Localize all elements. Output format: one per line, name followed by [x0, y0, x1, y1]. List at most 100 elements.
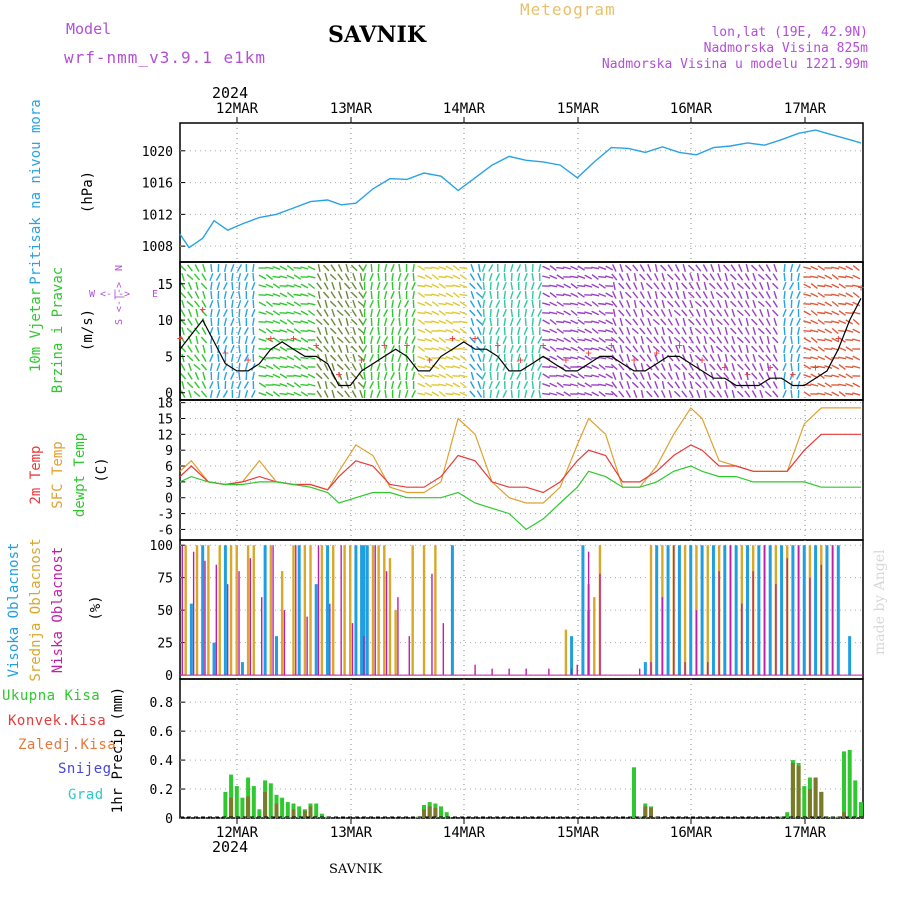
wind-barb-3 — [345, 317, 349, 327]
wind-barb-9 — [715, 318, 723, 326]
wind-barb-6 — [476, 336, 483, 344]
wind-barb-11 — [817, 301, 826, 307]
wind-barb-5 — [424, 391, 433, 397]
wind-barb-10 — [783, 272, 786, 282]
wind-barb-8 — [549, 345, 557, 353]
wind-barb-1 — [251, 344, 255, 354]
wind-barb-9 — [696, 336, 701, 344]
wind-barb-8 — [591, 310, 600, 316]
wind-barb-9 — [631, 354, 639, 362]
wind-barb-6 — [469, 354, 476, 362]
wind-barb-7 — [524, 389, 528, 399]
wind-barb-0 — [202, 290, 206, 300]
wind-barb-2 — [272, 337, 281, 343]
wind-barb-9 — [618, 381, 624, 389]
wind-barb-7 — [503, 263, 506, 273]
wind-barb-7 — [510, 326, 513, 336]
wind-barb-1 — [252, 272, 255, 282]
wind-barb-9 — [681, 336, 688, 344]
wind-barb-2 — [300, 347, 309, 351]
wind-barb-3 — [338, 281, 342, 291]
wind-gust-mark: + — [358, 354, 365, 367]
wind-barb-7 — [489, 362, 492, 372]
wind-barb-4 — [362, 299, 367, 309]
wind-barb-3 — [337, 264, 343, 272]
wind-barb-0 — [200, 336, 208, 344]
wind-barb-8 — [556, 337, 565, 343]
precip-total-bar — [802, 786, 807, 818]
wind-gust-mark: + — [721, 361, 728, 374]
wind-barb-11 — [824, 284, 833, 288]
wind-barb-2 — [286, 291, 295, 299]
wind-barb-4 — [382, 336, 389, 344]
wind-barb-4 — [397, 299, 402, 309]
wind-barb-2 — [307, 383, 316, 387]
wind-barb-4 — [398, 371, 401, 381]
wind-barb-9 — [694, 300, 702, 308]
wind-barb-6 — [476, 309, 483, 317]
wind-barb-3 — [316, 300, 322, 308]
wind-barb-9 — [612, 308, 616, 318]
wind-barb-5 — [417, 301, 426, 307]
wind-barb-4 — [397, 272, 402, 282]
wind-barb-8 — [605, 329, 614, 333]
wind-unit: (m/s) — [80, 309, 96, 351]
wind-barb-3 — [343, 282, 351, 290]
wind-gust-mark: + — [563, 354, 570, 367]
wind-barb-0 — [195, 335, 199, 345]
wind-barb-2 — [286, 265, 295, 271]
wind-barb-4 — [384, 389, 387, 399]
wind-barb-8 — [563, 266, 572, 270]
wind-barb-5 — [452, 291, 460, 299]
wind-barb-4 — [370, 389, 374, 399]
wind-barb-6 — [469, 336, 476, 344]
wind-barb-9 — [646, 327, 652, 335]
wind-barb-5 — [445, 275, 454, 279]
wind-barb-5 — [445, 382, 454, 388]
wind-barb-9 — [757, 381, 765, 389]
wind-barb-9 — [618, 273, 624, 281]
wind-barb-9 — [764, 390, 772, 398]
wind-barb-9 — [681, 309, 688, 317]
compass-north: N — [114, 265, 125, 271]
wind-barb-3 — [344, 363, 351, 371]
wind-barb-3 — [336, 363, 344, 371]
wind-barb-8 — [542, 392, 551, 396]
wind-barb-6 — [469, 363, 476, 371]
wind-barb-1 — [210, 344, 213, 354]
precip-conv-bar — [291, 809, 296, 818]
wind-barb-7 — [538, 380, 541, 390]
wind-barb-6 — [470, 317, 475, 327]
wind-barb-2 — [293, 374, 302, 378]
wind-barb-0 — [181, 353, 185, 363]
wind-barb-1 — [216, 362, 221, 372]
wind-barb-9 — [702, 291, 708, 299]
precip-conv-bar — [229, 797, 234, 818]
wind-barb-2 — [272, 346, 281, 352]
wind-ytick-2: 10 — [157, 314, 173, 329]
top-xlabel-1: 13MAR — [330, 101, 373, 117]
wind-barb-9 — [717, 263, 721, 273]
wind-barb-6 — [469, 327, 476, 335]
wind-barb-8 — [542, 292, 551, 298]
wind-barb-1 — [222, 282, 228, 290]
wind-barb-11 — [831, 337, 840, 343]
wind-barb-6 — [476, 390, 483, 398]
wind-barb-7 — [488, 299, 493, 309]
wind-barb-5 — [431, 266, 440, 270]
wind-barb-5 — [459, 310, 468, 316]
wind-barb-2 — [265, 347, 274, 351]
precip-total-bar — [859, 802, 863, 818]
wind-barb-9 — [695, 372, 702, 380]
wind-barb-5 — [445, 365, 454, 369]
wind-barb-8 — [563, 357, 572, 359]
wind-barb-8 — [605, 392, 614, 396]
precip-total-bar — [842, 751, 846, 818]
wind-barb-4 — [362, 264, 368, 272]
wind-barb-4 — [363, 389, 366, 399]
wind-barb-9 — [660, 372, 667, 380]
wind-gust-mark: + — [585, 346, 592, 359]
wind-barb-8 — [563, 374, 572, 378]
wind-barb-8 — [570, 265, 579, 271]
